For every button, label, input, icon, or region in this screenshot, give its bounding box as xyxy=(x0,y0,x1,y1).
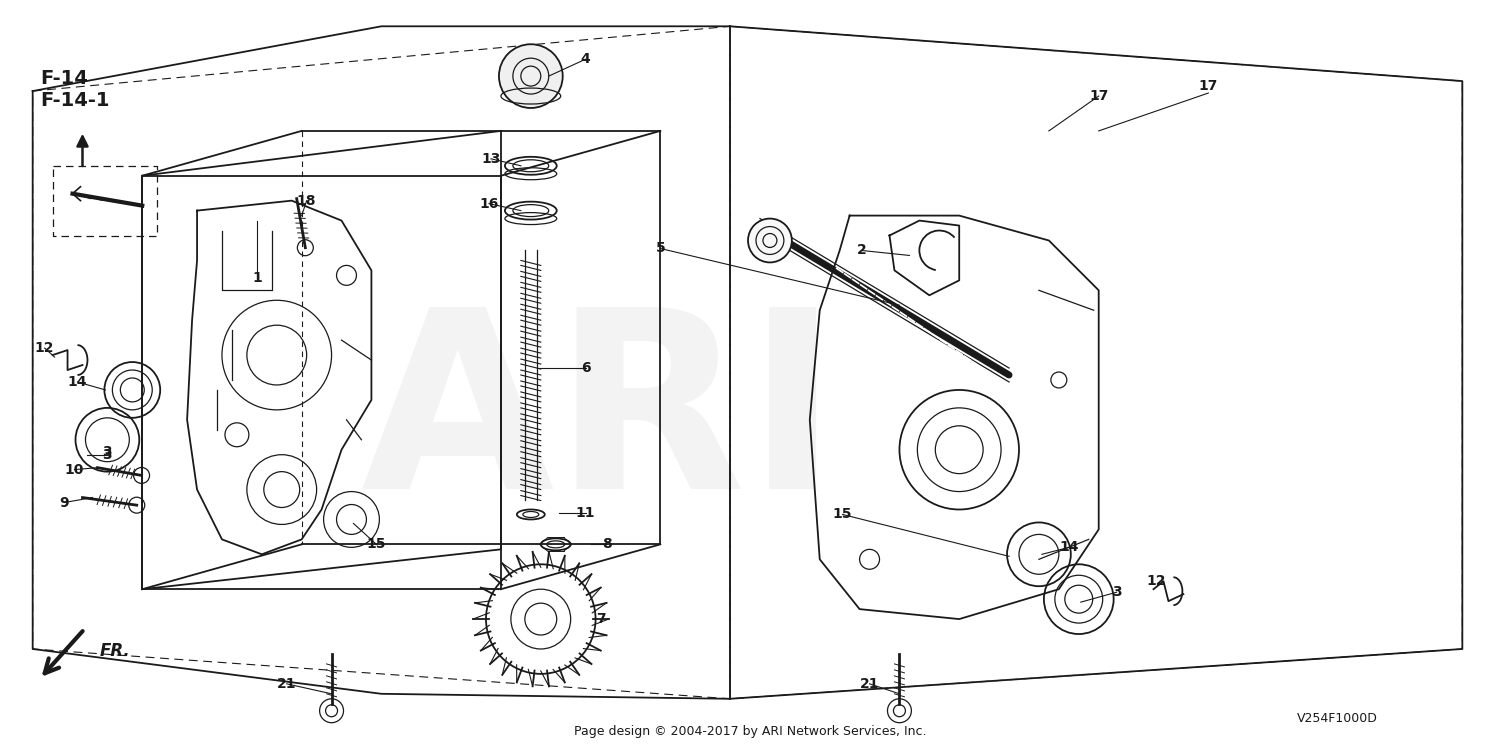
Text: 12: 12 xyxy=(34,341,54,355)
Circle shape xyxy=(500,44,562,108)
Text: 21: 21 xyxy=(278,677,297,691)
Text: 18: 18 xyxy=(297,194,316,208)
Text: 15: 15 xyxy=(833,507,852,521)
Text: 13: 13 xyxy=(482,152,501,166)
Text: F-14-1: F-14-1 xyxy=(40,91,110,110)
Text: 11: 11 xyxy=(576,506,596,521)
Text: 12: 12 xyxy=(1146,574,1166,588)
Text: F-14: F-14 xyxy=(40,69,88,88)
Text: 7: 7 xyxy=(596,612,606,626)
Text: 3: 3 xyxy=(102,445,112,459)
Text: 4: 4 xyxy=(580,52,591,66)
Text: ARI: ARI xyxy=(362,299,840,541)
Text: 1: 1 xyxy=(252,272,261,285)
Text: 15: 15 xyxy=(366,537,386,551)
Text: 16: 16 xyxy=(480,197,498,211)
Text: 9: 9 xyxy=(60,495,69,509)
Text: 6: 6 xyxy=(580,361,591,375)
Text: V254F1000D: V254F1000D xyxy=(1298,712,1377,726)
Text: FR.: FR. xyxy=(99,642,130,660)
Circle shape xyxy=(748,218,792,263)
Text: 17: 17 xyxy=(1089,89,1108,103)
Text: 5: 5 xyxy=(656,242,664,256)
Text: 8: 8 xyxy=(602,537,612,551)
Text: 14: 14 xyxy=(1059,540,1078,554)
Text: 3: 3 xyxy=(102,448,112,462)
Text: 10: 10 xyxy=(64,463,84,476)
Text: 14: 14 xyxy=(68,375,87,389)
Text: 17: 17 xyxy=(1198,79,1218,93)
Text: 3: 3 xyxy=(1112,585,1122,599)
Text: 21: 21 xyxy=(859,677,879,691)
Text: Page design © 2004-2017 by ARI Network Services, Inc.: Page design © 2004-2017 by ARI Network S… xyxy=(574,725,927,738)
Text: 2: 2 xyxy=(856,243,867,257)
